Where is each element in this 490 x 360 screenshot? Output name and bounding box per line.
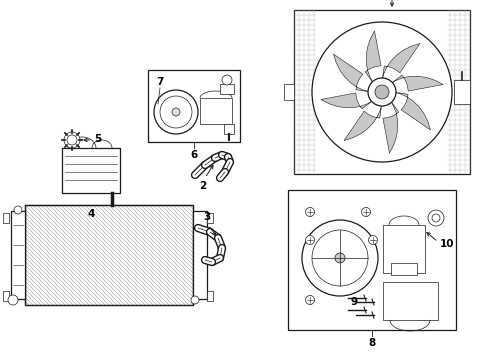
- Text: 10: 10: [440, 239, 455, 249]
- Polygon shape: [207, 291, 213, 301]
- Circle shape: [362, 207, 370, 216]
- Bar: [391, 263, 417, 275]
- Circle shape: [8, 295, 18, 305]
- Bar: [200, 98, 232, 124]
- Bar: [454, 80, 470, 104]
- Circle shape: [160, 96, 192, 128]
- Polygon shape: [393, 92, 431, 130]
- Circle shape: [64, 132, 80, 148]
- Circle shape: [305, 235, 315, 244]
- Bar: [383, 225, 425, 273]
- Circle shape: [191, 296, 199, 304]
- Text: 8: 8: [368, 338, 376, 348]
- Circle shape: [305, 296, 315, 305]
- Circle shape: [172, 108, 180, 116]
- Bar: [220, 84, 234, 94]
- Circle shape: [335, 253, 345, 263]
- Circle shape: [302, 220, 378, 296]
- Bar: [224, 124, 234, 134]
- Polygon shape: [390, 75, 443, 91]
- Polygon shape: [3, 291, 9, 301]
- Circle shape: [154, 90, 198, 134]
- Circle shape: [312, 22, 452, 162]
- Bar: [25, 205, 193, 305]
- Circle shape: [222, 75, 232, 85]
- Circle shape: [312, 230, 368, 286]
- Circle shape: [305, 207, 315, 216]
- Polygon shape: [207, 213, 213, 223]
- Polygon shape: [321, 93, 374, 109]
- Polygon shape: [344, 103, 382, 140]
- Polygon shape: [365, 31, 381, 84]
- Circle shape: [368, 78, 396, 106]
- Circle shape: [432, 214, 440, 222]
- Polygon shape: [334, 54, 371, 92]
- Circle shape: [14, 206, 22, 214]
- Bar: [383, 282, 438, 320]
- Text: 4: 4: [87, 209, 95, 219]
- Circle shape: [375, 85, 389, 99]
- Polygon shape: [383, 100, 399, 153]
- Text: 7: 7: [156, 77, 164, 87]
- Bar: [62, 148, 120, 193]
- Polygon shape: [382, 44, 420, 81]
- Bar: [294, 10, 470, 174]
- Bar: [288, 190, 456, 330]
- Polygon shape: [3, 213, 9, 223]
- Bar: [11, 211, 25, 299]
- Text: 2: 2: [199, 181, 207, 191]
- Circle shape: [428, 210, 444, 226]
- Bar: [148, 70, 240, 142]
- Text: 5: 5: [94, 134, 101, 144]
- Circle shape: [67, 135, 77, 145]
- Circle shape: [368, 235, 377, 244]
- Text: 3: 3: [203, 212, 211, 222]
- Text: 9: 9: [350, 297, 357, 307]
- Bar: [193, 211, 207, 299]
- Bar: [284, 84, 294, 100]
- Text: 6: 6: [191, 150, 197, 160]
